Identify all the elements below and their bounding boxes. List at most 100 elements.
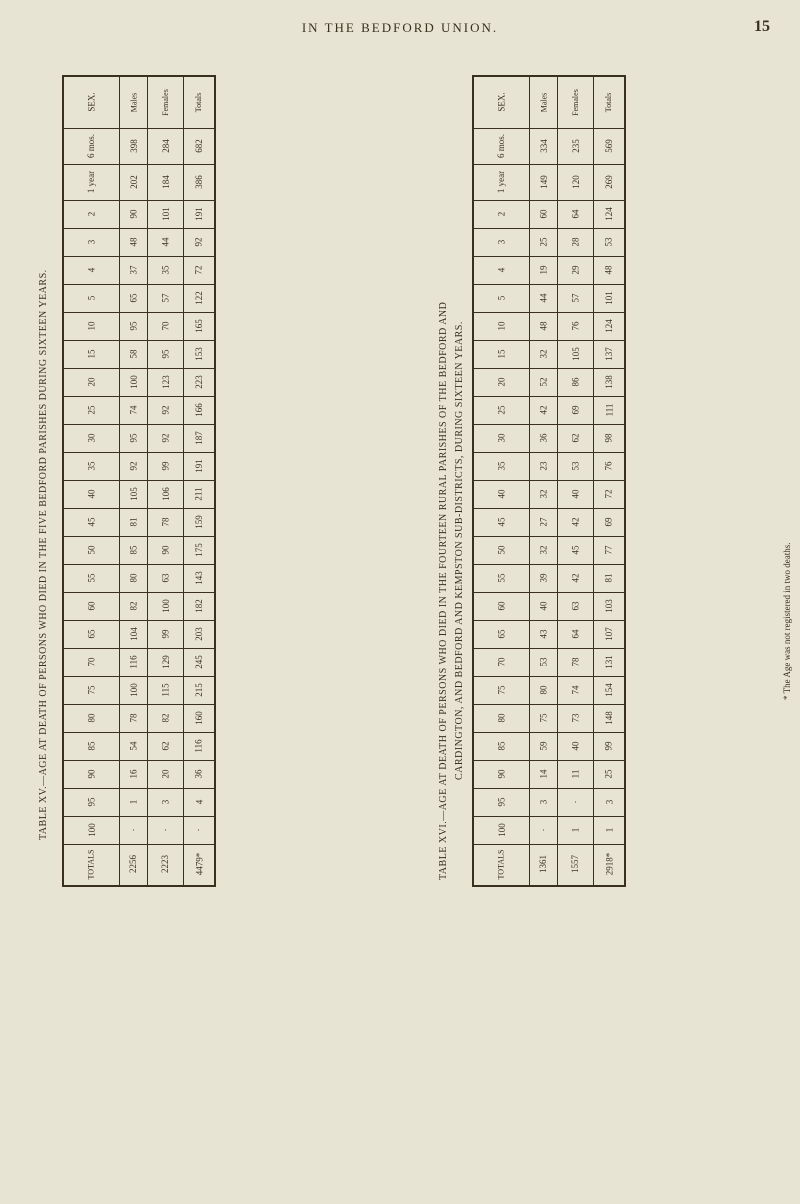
page-number: 15 <box>754 18 770 36</box>
age-row: 558063143 <box>63 564 215 592</box>
age-row: 104876124 <box>473 312 625 340</box>
age-row: 3252853 <box>473 228 625 256</box>
cell: 202 <box>119 164 148 200</box>
cell: 40 <box>558 480 594 508</box>
age-label: 5 <box>63 284 119 312</box>
age-row: 54457101 <box>473 284 625 312</box>
cell: 64 <box>558 200 594 228</box>
age-label: 100 <box>63 816 119 844</box>
age-label: 90 <box>473 760 529 788</box>
age-label: 90 <box>63 760 119 788</box>
age-label: 20 <box>63 368 119 396</box>
age-row: 654364107 <box>473 620 625 648</box>
cell: 149 <box>529 164 558 200</box>
cell: 42 <box>558 564 594 592</box>
cell: 2256 <box>119 844 148 886</box>
age-label: 100 <box>473 816 529 844</box>
cell: 52 <box>529 368 558 396</box>
cell: 60 <box>529 200 558 228</box>
cell: 105 <box>558 340 594 368</box>
cell: 143 <box>183 564 215 592</box>
cell: 211 <box>183 480 215 508</box>
age-label: 50 <box>473 536 529 564</box>
cell: 131 <box>593 648 625 676</box>
age-row: 40324072 <box>473 480 625 508</box>
cell: 57 <box>558 284 594 312</box>
cell: 203 <box>183 620 215 648</box>
cell: 107 <box>593 620 625 648</box>
cell: 3 <box>148 788 184 816</box>
cell: 28 <box>558 228 594 256</box>
page-header: IN THE BEDFORD UNION. <box>0 20 800 36</box>
cell: 1557 <box>558 844 594 886</box>
age-label: 2 <box>63 200 119 228</box>
cell: 99 <box>148 620 184 648</box>
cell: 215 <box>183 676 215 704</box>
label-totals: TOTALS <box>473 844 529 886</box>
cell: 90 <box>148 536 184 564</box>
cell: 191 <box>183 452 215 480</box>
sex-label: SEX. <box>63 76 119 128</box>
cell: 187 <box>183 424 215 452</box>
cell: 1 <box>119 788 148 816</box>
age-label: 4 <box>63 256 119 284</box>
cell: 99 <box>593 732 625 760</box>
cell: 62 <box>558 424 594 452</box>
cell: 19 <box>529 256 558 284</box>
cell: 223 <box>183 368 215 396</box>
cell: 42 <box>558 508 594 536</box>
cell: 42 <box>529 396 558 424</box>
age-row: 3484492 <box>63 228 215 256</box>
cell: 92 <box>119 452 148 480</box>
label-totals: TOTALS <box>63 844 119 886</box>
age-row: 4192948 <box>473 256 625 284</box>
cell: 29 <box>558 256 594 284</box>
cell: 40 <box>558 732 594 760</box>
cell: 122 <box>183 284 215 312</box>
cell: 64 <box>558 620 594 648</box>
cell: 74 <box>558 676 594 704</box>
age-label: 3 <box>63 228 119 256</box>
cell: 69 <box>558 396 594 424</box>
cell: 3 <box>529 788 558 816</box>
cell: 92 <box>148 424 184 452</box>
age-row: 508590175 <box>63 536 215 564</box>
cell: 148 <box>593 704 625 732</box>
age-label: 30 <box>63 424 119 452</box>
cell: 86 <box>558 368 594 396</box>
cell: 53 <box>558 452 594 480</box>
cell: 81 <box>593 564 625 592</box>
age-row: 35235376 <box>473 452 625 480</box>
age-label: 85 <box>63 732 119 760</box>
cell: 1 <box>558 816 594 844</box>
age-row: 458178159 <box>63 508 215 536</box>
age-label: 35 <box>63 452 119 480</box>
cell: 3 <box>593 788 625 816</box>
cell: 269 <box>593 164 625 200</box>
cell: 105 <box>119 480 148 508</box>
age-label: 3 <box>473 228 529 256</box>
cell: 74 <box>119 396 148 424</box>
row-1year: 1 year 202 184 386 <box>63 164 215 200</box>
cell: 129 <box>148 648 184 676</box>
cell: 100 <box>119 676 148 704</box>
age-row: 85594099 <box>473 732 625 760</box>
cell: 124 <box>593 312 625 340</box>
age-row: 40105106211 <box>63 480 215 508</box>
cell: 32 <box>529 480 558 508</box>
cell: 154 <box>593 676 625 704</box>
cell: 123 <box>148 368 184 396</box>
cell: 569 <box>593 128 625 164</box>
cell: 63 <box>148 564 184 592</box>
cell: 53 <box>529 648 558 676</box>
age-row: 758074154 <box>473 676 625 704</box>
cell: 1 <box>593 816 625 844</box>
cell: 59 <box>529 732 558 760</box>
cell: 80 <box>119 564 148 592</box>
caption-table-xv: TABLE XV.—AGE AT DEATH OF PERSONS WHO DI… <box>38 269 49 840</box>
cell: 78 <box>119 704 148 732</box>
cell: 25 <box>529 228 558 256</box>
cell: 1361 <box>529 844 558 886</box>
age-row: 257492166 <box>63 396 215 424</box>
cell: 398 <box>119 128 148 164</box>
